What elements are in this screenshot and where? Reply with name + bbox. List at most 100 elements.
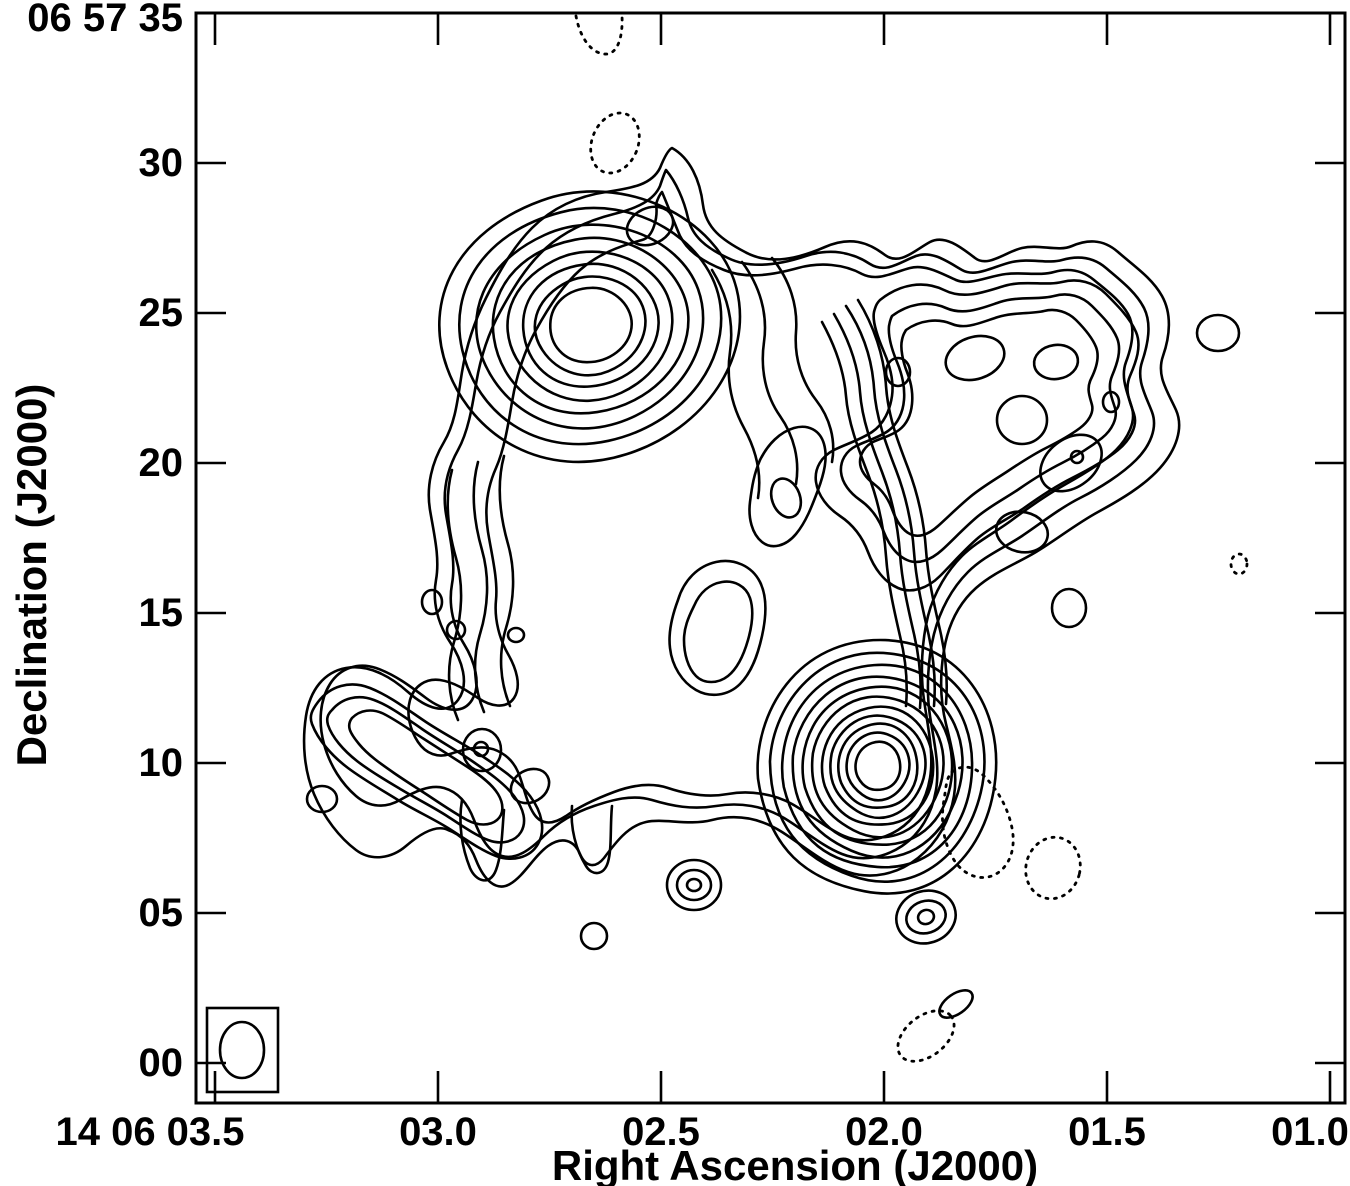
gradient-line: [770, 256, 835, 464]
ring-knot: [461, 727, 503, 773]
y-tick-label: 30: [138, 141, 184, 185]
finger-contour: [570, 804, 614, 875]
gradient-line: [740, 260, 799, 486]
contour-envelope-2: [319, 168, 1156, 860]
negative-contour: [1229, 552, 1249, 576]
nw-lobe-loop-inner: [858, 308, 1099, 538]
compact-source: [1195, 313, 1241, 353]
negative-contour-top-edge: [574, 14, 624, 56]
s-peak-ring: [835, 721, 921, 811]
tail-outline-inner: [347, 709, 504, 826]
lobe-knot: [884, 356, 912, 388]
x-tick-label: 02.0: [845, 1110, 923, 1154]
compact-double-ring: [665, 858, 723, 912]
compact-source: [579, 921, 609, 951]
beam-ellipse: [218, 1020, 266, 1080]
x-tick-label: 01.5: [1068, 1110, 1146, 1154]
gradient-line: [856, 298, 949, 706]
positive-contours: [302, 146, 1241, 1023]
compact-sources: [305, 313, 1241, 1019]
negative-contour: [589, 111, 641, 175]
ne-peak-ring: [489, 229, 693, 421]
x-tick-label: 02.5: [622, 1110, 700, 1154]
lobe-knot: [1032, 343, 1080, 381]
central-banana: [748, 425, 827, 548]
tail-outline-outer: [309, 683, 544, 860]
ring: [895, 889, 957, 945]
lobe-knot: [995, 394, 1049, 446]
gradient-line: [498, 454, 515, 708]
negative-contour-teardrop: [941, 765, 1015, 879]
tail-outline-mid: [325, 696, 526, 844]
ring: [685, 877, 703, 893]
west-gradient-bundle: [446, 454, 515, 722]
top-saddle-knot: [625, 205, 675, 247]
y-tick-label: 05: [138, 891, 184, 935]
x-tick-label: 01.0: [1271, 1110, 1349, 1154]
compact-source: [1050, 587, 1088, 629]
contour-envelope-outer: [302, 146, 1181, 888]
gradient-line: [844, 304, 937, 708]
s-peak-ring: [745, 628, 1008, 904]
nw-lobe-knots: [884, 334, 1121, 554]
beam-indicator: [205, 1006, 280, 1094]
central-blob-inner: [682, 580, 754, 684]
beam-box: [205, 1006, 280, 1094]
y-tick-label-corner: 06 57 35: [27, 0, 183, 40]
lobe-knot: [1039, 433, 1103, 493]
compact-source: [938, 989, 974, 1019]
y-tick-label: 25: [138, 291, 184, 335]
saddle-gradient-lines: [710, 256, 835, 500]
gradient-line: [446, 468, 463, 722]
east-gradient-bundle: [820, 298, 949, 710]
se-tail-contours: [309, 683, 544, 860]
contour-envelope-3: [407, 190, 1135, 842]
gradient-line: [832, 312, 923, 710]
gradient-line: [710, 268, 761, 500]
x-tick-label: 03.0: [399, 1110, 477, 1154]
ne-peak-ring: [518, 259, 663, 392]
y-tick-label: 15: [138, 591, 184, 635]
ne-peak-contours: [412, 159, 769, 492]
gradient-line: [472, 460, 489, 714]
lobe-knot: [944, 334, 1006, 382]
central-contours: [420, 205, 827, 697]
compact-source: [305, 784, 339, 814]
plot-frame: [194, 11, 1347, 1105]
central-knot: [769, 477, 803, 519]
s-peak-ring: [747, 629, 1007, 903]
axis-ticks: [196, 13, 1345, 1103]
s-peak-ring: [815, 699, 940, 833]
negative-contours: [574, 14, 1249, 1063]
bottom-knot: [509, 767, 551, 805]
nw-lobe-loop-mid: [839, 293, 1121, 564]
ring: [916, 908, 936, 926]
west-knot: [420, 588, 444, 616]
gradient-line: [820, 320, 909, 708]
ring: [675, 868, 713, 902]
lobe-knot: [1069, 449, 1085, 465]
ring: [905, 899, 947, 935]
x-axis-title: Right Ascension (J2000): [551, 1142, 1039, 1186]
lobe-knot: [994, 510, 1050, 554]
y-axis-title: Declination (J2000): [8, 383, 55, 767]
s-peak-ring: [851, 737, 905, 796]
y-tick-label: 20: [138, 441, 184, 485]
central-blob-outer: [668, 559, 767, 697]
s-peak-ring: [814, 699, 941, 833]
ne-peak-ring: [545, 285, 636, 365]
x-tick-label: 14 06 03.5: [55, 1110, 245, 1154]
ne-peak-ring: [486, 227, 697, 423]
ne-peak-ring: [521, 262, 660, 388]
y-tick-label: 10: [138, 741, 184, 785]
y-tick-label: 00: [138, 1041, 184, 1085]
s-peak-contours: [744, 626, 1011, 906]
negative-contour: [1024, 835, 1082, 901]
lobe-knot: [1101, 390, 1121, 414]
ring: [665, 858, 723, 912]
compact-triple-ring: [895, 889, 957, 945]
negative-contour: [896, 1009, 956, 1063]
west-knot: [506, 626, 526, 644]
